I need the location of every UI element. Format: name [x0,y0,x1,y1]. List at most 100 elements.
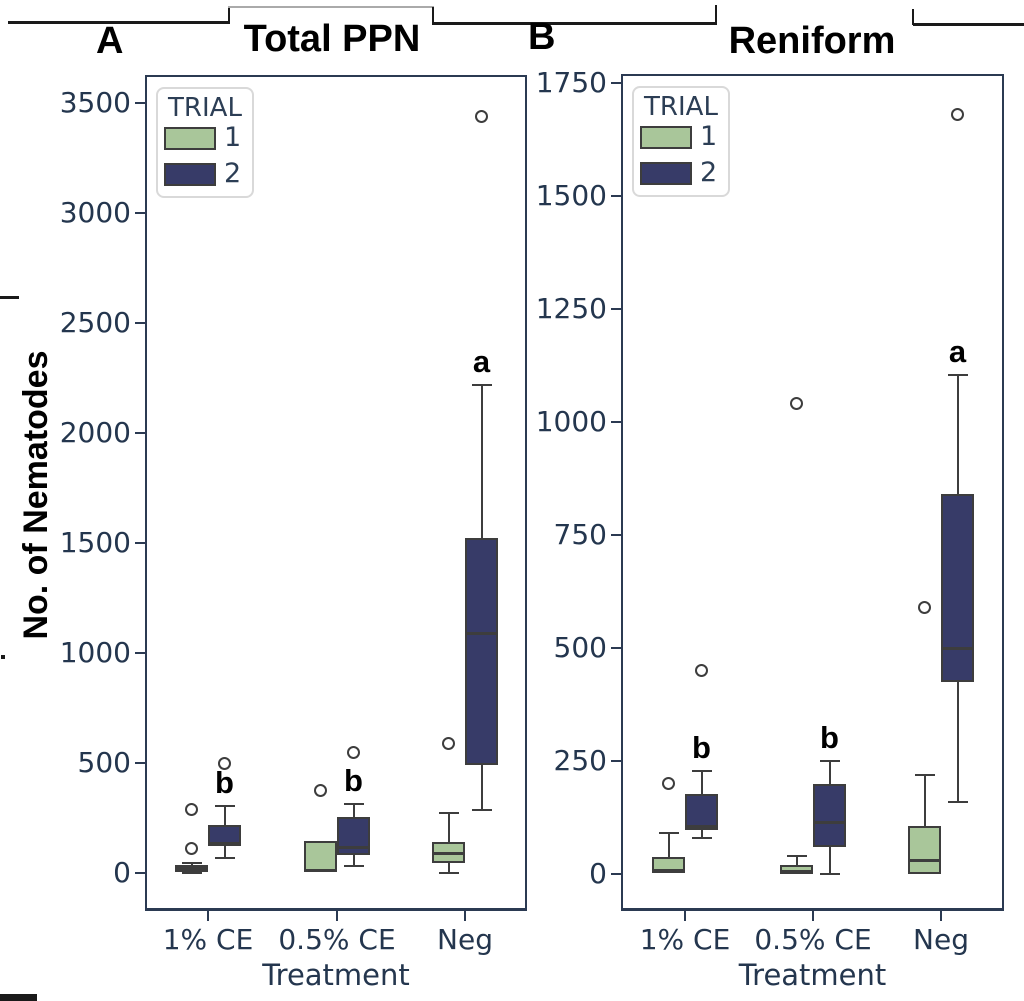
y-tick-mark [611,81,621,85]
outlier-circle [918,600,931,614]
x-axis-title: Treatment [738,958,887,992]
x-tick-mark [683,911,687,921]
outlier-circle [314,784,327,797]
whisker-line-lower [352,855,355,866]
y-tick-mark [135,101,145,105]
legend-entry-label: 1 [224,122,242,153]
scan-artifact-line [432,22,717,25]
outlier-circle [442,736,455,750]
median-line [910,858,939,862]
median-line [782,869,811,873]
y-tick-label: 500 [553,631,607,664]
y-tick-mark [611,872,621,876]
legend-title: TRIAL [644,92,718,122]
outlier-circle [185,842,198,856]
whisker-line-lower [223,845,226,859]
x-axis-title: Treatment [262,958,410,992]
whisker-cap-upper [691,769,712,772]
y-tick-label: 3000 [59,196,131,229]
y-tick-mark [611,646,621,650]
outlier-circle [475,109,488,123]
whisker-line-lower [956,681,959,802]
legend-title: TRIAL [168,93,242,123]
x-tick-label: Neg [437,923,493,956]
median-line [687,824,716,828]
outlier-circle [695,664,708,678]
sig-letter: b [692,729,711,765]
legend-entry-label: 1 [700,121,718,152]
y-tick-mark [135,541,145,545]
y-tick-mark [135,651,145,655]
legend-swatch-trial1 [640,126,692,149]
scan-artifact-line [228,6,434,8]
boxplot-box-trial2 [685,793,718,831]
boxplot-box-trial2 [337,816,370,856]
boxplot-box-trial2 [465,538,498,766]
whisker-cap-upper [471,384,492,387]
whisker-line-upper [667,833,670,857]
whisker-cap-upper [786,854,807,857]
outlier-circle [951,108,964,122]
y-tick-mark [611,307,621,311]
x-tick-mark [463,911,467,921]
plot-frame-a [145,75,527,911]
panel-letter-b: B [528,16,556,58]
median-line [943,646,972,650]
whisker-line-upper [828,761,831,784]
whisker-cap-lower [947,800,968,803]
boxplot-box-trial1 [908,826,941,874]
boxplot-box-trial2 [208,825,241,846]
y-tick-mark [135,211,145,215]
y-tick-label: 1500 [59,526,131,559]
boxplot-box-trial1 [780,864,813,874]
whisker-cap-lower [471,809,492,812]
whisker-line-lower [700,830,703,838]
y-tick-mark [611,759,621,763]
panel-title-total-ppn: Total PPN [243,18,421,60]
x-tick-label: 1% CE [162,923,254,956]
panel-title-reniform: Reniform [728,20,896,62]
outlier-circle [790,397,803,411]
sig-letter: b [215,764,234,800]
median-line [339,845,368,849]
y-tick-label: 1750 [535,66,607,99]
scan-artifact-line [8,21,230,24]
median-line [434,851,463,855]
scan-artifact-line [715,5,717,24]
whisker-cap-upper [914,773,935,776]
median-line [210,841,239,845]
legend-entry-label: 2 [224,158,242,189]
y-tick-label: 500 [77,746,131,779]
y-tick-mark [135,321,145,325]
y-tick-mark [611,420,621,424]
outlier-circle [218,756,231,770]
y-tick-label: 2500 [59,306,131,339]
legend-swatch-trial1 [164,127,216,150]
outlier-circle [662,777,675,791]
whisker-cap-lower [181,872,202,874]
whisker-line-upper [480,385,483,539]
y-tick-label: 3500 [59,86,131,119]
sig-letter: a [948,333,967,369]
x-tick-label: 1% CE [639,923,731,956]
whisker-cap-upper [214,804,235,807]
whisker-cap-lower [438,872,459,874]
whisker-cap-upper [181,862,202,865]
whisker-cap-lower [819,873,840,875]
x-tick-mark [335,911,339,921]
whisker-line-upper [923,774,926,827]
scan-artifact-line [432,7,434,24]
whisker-cap-upper [947,373,968,376]
whisker-line-lower [480,765,483,811]
whisker-line-upper [352,803,355,817]
y-tick-label: 1250 [535,292,607,325]
median-line [467,631,496,635]
x-tick-label: Neg [913,923,969,956]
median-line [815,821,844,825]
scan-artifact-line [0,994,37,1001]
boxplot-box-trial2 [941,494,974,682]
whisker-cap-lower [214,857,235,860]
median-line [177,866,206,870]
sig-letter: a [472,344,491,380]
